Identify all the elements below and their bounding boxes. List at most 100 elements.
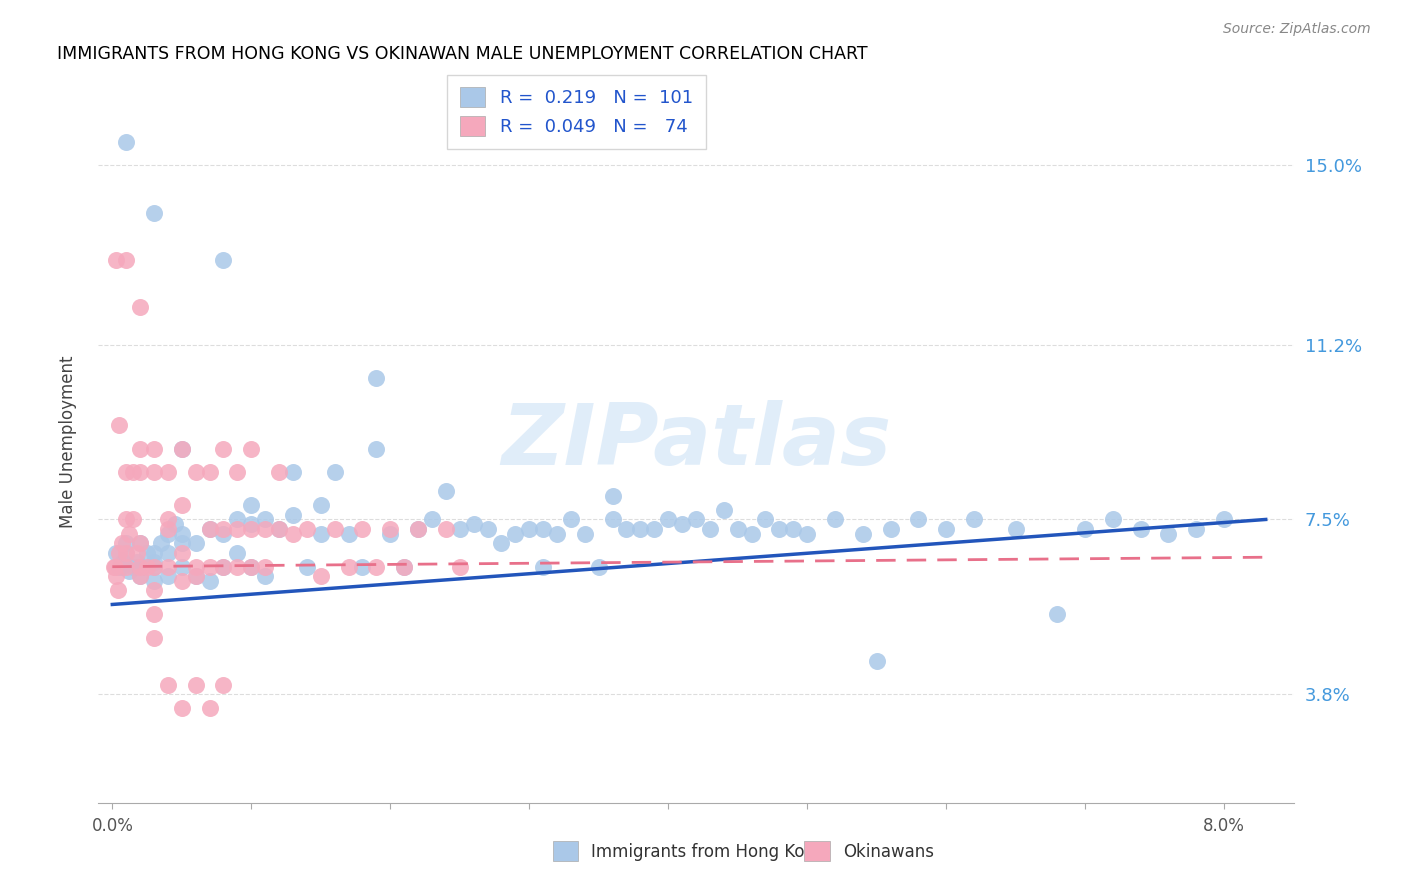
- Point: [420, 512, 443, 526]
- Point: [879, 522, 901, 536]
- Point: [226, 522, 249, 536]
- Point: [170, 574, 193, 588]
- Point: [323, 465, 346, 479]
- Point: [184, 536, 207, 550]
- Point: [156, 569, 179, 583]
- Point: [136, 559, 159, 574]
- Point: [226, 559, 249, 574]
- Point: [122, 465, 145, 479]
- Point: [122, 512, 145, 526]
- Point: [226, 545, 249, 559]
- Point: [392, 559, 415, 574]
- Point: [129, 465, 152, 479]
- Point: [963, 512, 986, 526]
- Point: [115, 559, 138, 574]
- Point: [449, 559, 471, 574]
- Point: [907, 512, 929, 526]
- Text: Source: ZipAtlas.com: Source: ZipAtlas.com: [1223, 22, 1371, 37]
- Point: [616, 522, 638, 536]
- Point: [143, 583, 166, 598]
- Point: [240, 522, 263, 536]
- Point: [1004, 522, 1026, 536]
- Point: [406, 522, 429, 536]
- Point: [184, 569, 207, 583]
- Point: [212, 678, 235, 692]
- Point: [1129, 522, 1152, 536]
- Point: [768, 522, 790, 536]
- Point: [156, 559, 179, 574]
- Point: [309, 498, 332, 512]
- Point: [602, 512, 624, 526]
- Point: [163, 517, 186, 532]
- Point: [112, 555, 135, 569]
- Point: [267, 522, 290, 536]
- Point: [628, 522, 651, 536]
- Point: [212, 252, 235, 267]
- Point: [240, 498, 263, 512]
- Point: [727, 522, 749, 536]
- Point: [115, 545, 138, 559]
- Point: [295, 522, 318, 536]
- Point: [111, 536, 134, 550]
- Point: [337, 559, 360, 574]
- Point: [170, 526, 193, 541]
- Point: [337, 526, 360, 541]
- Point: [671, 517, 693, 532]
- Point: [170, 498, 193, 512]
- Point: [198, 522, 221, 536]
- Point: [392, 559, 415, 574]
- Point: [824, 512, 846, 526]
- Point: [505, 526, 527, 541]
- Point: [143, 574, 166, 588]
- Point: [129, 536, 152, 550]
- Point: [366, 559, 388, 574]
- Point: [531, 522, 554, 536]
- Point: [295, 559, 318, 574]
- Point: [560, 512, 582, 526]
- Text: ZIPatlas: ZIPatlas: [501, 400, 891, 483]
- Point: [108, 545, 131, 559]
- Point: [212, 559, 235, 574]
- Point: [380, 522, 402, 536]
- Point: [754, 512, 776, 526]
- Point: [118, 565, 141, 579]
- Point: [129, 536, 152, 550]
- Point: [198, 701, 221, 715]
- Point: [254, 569, 277, 583]
- Point: [170, 559, 193, 574]
- Point: [546, 526, 568, 541]
- Point: [184, 678, 207, 692]
- Point: [449, 522, 471, 536]
- Point: [143, 545, 166, 559]
- Point: [309, 569, 332, 583]
- Point: [434, 484, 457, 499]
- Point: [129, 559, 152, 574]
- Point: [143, 555, 166, 569]
- Point: [865, 654, 887, 668]
- Point: [198, 574, 221, 588]
- Point: [1074, 522, 1097, 536]
- Point: [477, 522, 499, 536]
- Point: [531, 559, 554, 574]
- Point: [184, 465, 207, 479]
- Point: [115, 252, 138, 267]
- Point: [713, 503, 735, 517]
- Point: [699, 522, 721, 536]
- Text: IMMIGRANTS FROM HONG KONG VS OKINAWAN MALE UNEMPLOYMENT CORRELATION CHART: IMMIGRANTS FROM HONG KONG VS OKINAWAN MA…: [56, 45, 868, 63]
- Point: [143, 559, 166, 574]
- Point: [852, 526, 875, 541]
- Point: [156, 526, 179, 541]
- Point: [935, 522, 957, 536]
- Point: [115, 465, 138, 479]
- Point: [129, 559, 152, 574]
- Point: [240, 517, 263, 532]
- Point: [143, 442, 166, 456]
- Point: [149, 536, 172, 550]
- Point: [184, 569, 207, 583]
- Point: [406, 522, 429, 536]
- Point: [170, 442, 193, 456]
- Point: [104, 559, 127, 574]
- Point: [267, 465, 290, 479]
- Point: [122, 559, 145, 574]
- Point: [366, 371, 388, 385]
